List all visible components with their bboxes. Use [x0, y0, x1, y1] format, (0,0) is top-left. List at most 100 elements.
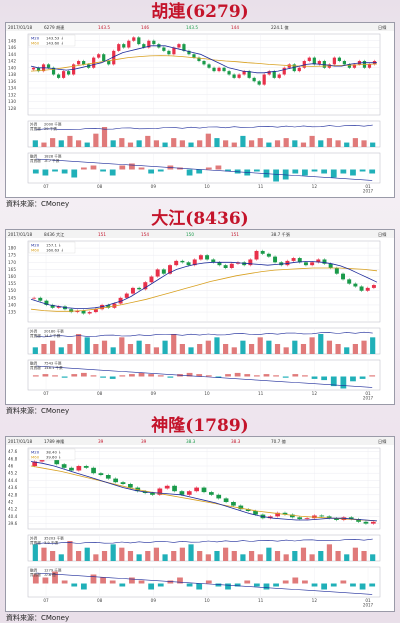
- volume-value-2: 29 千張: [44, 126, 57, 131]
- candle-body: [326, 516, 332, 519]
- y-tick-label: 41.2: [8, 507, 18, 512]
- candle-body: [162, 47, 166, 51]
- ma20-line: [30, 461, 378, 522]
- y-tick-label: 145: [8, 295, 16, 300]
- candle-body: [168, 265, 172, 274]
- chip-bar: [244, 580, 251, 584]
- candle-body: [32, 461, 38, 466]
- candle-body: [83, 466, 89, 468]
- volume-bar: [58, 140, 64, 147]
- stock-chart-panel: 2017/01/18 1789 神隆 39 39 38.3 38.3 70.7 億 日線 47.…: [5, 436, 395, 612]
- chip-bar: [292, 374, 299, 377]
- candle-body: [161, 269, 166, 274]
- x-tick-label: 08: [97, 391, 103, 396]
- chip-bar: [138, 372, 145, 377]
- candle-body: [117, 44, 121, 51]
- volume-bar: [257, 554, 263, 561]
- chip-bar: [52, 571, 58, 584]
- x-tick-label: 01: [365, 184, 371, 189]
- ma60-line: [30, 267, 378, 312]
- chip-bar: [273, 583, 279, 587]
- header-chg: 150: [186, 232, 194, 237]
- chip-bar: [32, 169, 39, 174]
- legend-ma60-value: 143.60 ↓: [46, 41, 64, 46]
- chip-bar: [263, 583, 270, 590]
- candle-body: [231, 502, 236, 506]
- volume-bar: [162, 142, 168, 147]
- volume-bar: [179, 344, 185, 354]
- candle-body: [238, 505, 244, 510]
- chip-bar: [330, 583, 337, 587]
- candle-body: [248, 259, 253, 266]
- chip-bar: [90, 574, 97, 584]
- y-tick-label: 138: [8, 72, 16, 77]
- volume-bar: [197, 551, 203, 561]
- candle-body: [347, 279, 352, 284]
- candle-body: [322, 259, 327, 264]
- header-price: 39: [98, 439, 104, 444]
- volume-plot-frame: [27, 120, 381, 148]
- chip-value-2: -8.7 千張: [44, 158, 60, 163]
- chip-bar: [282, 580, 289, 584]
- volume-bar: [231, 551, 237, 561]
- candle-body: [370, 521, 376, 524]
- volume-bar: [101, 340, 108, 354]
- chip-bar: [234, 583, 241, 587]
- volume-bar: [283, 138, 289, 147]
- candle-body: [118, 297, 123, 304]
- candle-body: [167, 50, 171, 55]
- candle-body: [44, 300, 49, 305]
- volume-bar: [335, 551, 341, 561]
- x-tick-label: 07: [43, 184, 49, 189]
- legend-ma60-label: M60: [31, 41, 40, 46]
- candle-body: [61, 71, 66, 78]
- candle-body: [342, 61, 347, 65]
- chip-bar: [215, 376, 222, 378]
- candle-body: [202, 61, 206, 65]
- candle-body: [69, 309, 74, 313]
- header-chg: 143.5: [186, 25, 198, 30]
- candle-body: [56, 74, 61, 78]
- volume-bar: [171, 138, 177, 147]
- source-note: 資料來源：CMoney: [6, 407, 70, 415]
- volume-bar: [101, 551, 108, 561]
- header-period: 日線: [378, 438, 387, 445]
- volume-bar: [318, 140, 324, 147]
- header-date: 2017/01/18: [8, 25, 32, 30]
- candle-body: [223, 498, 229, 502]
- legend-ma20-label: M20: [31, 243, 40, 248]
- candle-body: [297, 258, 302, 263]
- chip-bar: [330, 169, 337, 178]
- source-note: 資料來源：CMoney: [6, 200, 70, 208]
- candle-body: [142, 44, 146, 48]
- y-tick-label: 142: [8, 59, 16, 64]
- chip-bar: [148, 374, 155, 377]
- volume-bar: [179, 140, 185, 147]
- volume-bar: [84, 547, 90, 561]
- header-vol2: 151: [231, 232, 239, 237]
- candle-body: [363, 521, 369, 524]
- volume-bar: [58, 554, 64, 561]
- volume-bar: [101, 127, 108, 147]
- candle-body: [212, 67, 216, 72]
- volume-bar: [370, 554, 376, 561]
- chart-header-bar: [6, 23, 394, 31]
- chip-bar: [340, 169, 347, 174]
- header-amt: 224.1 億: [271, 24, 289, 31]
- candle-body: [106, 304, 111, 308]
- volume-bar: [50, 340, 56, 354]
- candle-body: [100, 304, 105, 310]
- chip-bar: [109, 169, 116, 176]
- candle-body: [253, 511, 258, 515]
- chart-header-bar: [6, 437, 394, 445]
- volume-bar: [145, 344, 151, 354]
- main-plot-frame: [27, 447, 381, 530]
- chip-bar: [186, 583, 193, 587]
- y-tick-label: 175: [8, 253, 16, 258]
- header-period: 日線: [378, 231, 387, 238]
- chip-bar: [321, 376, 328, 381]
- y-tick-label: 165: [8, 267, 16, 272]
- candle-body: [304, 518, 310, 520]
- candle-body: [275, 512, 280, 517]
- candle-body: [75, 310, 80, 313]
